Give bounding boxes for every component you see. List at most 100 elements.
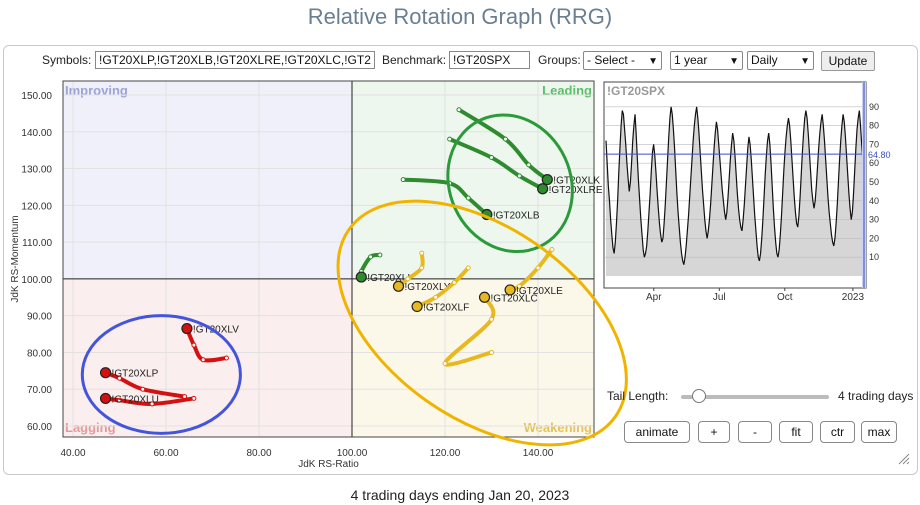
y-tick-label: 100.00	[21, 275, 52, 286]
series-gt20xle[interactable]: !GT20XLE	[504, 246, 563, 297]
series-gt20xlu[interactable]: !GT20XLU	[99, 392, 197, 407]
period-select[interactable]: 1 year ▼	[670, 51, 743, 70]
tail-point-gt20xlp	[117, 375, 122, 381]
benchmark-x-tick-label: Oct	[777, 292, 793, 303]
tail-point-gt20xlk	[526, 162, 532, 168]
zoom-out-button[interactable]: -	[738, 421, 772, 443]
fit-button[interactable]: fit	[779, 421, 813, 443]
series-gt20xly[interactable]: !GT20XLY	[392, 250, 451, 293]
ellipse-annotation-blue	[80, 314, 242, 435]
series-label-gt20xlv: !GT20XLV	[193, 325, 239, 336]
x-tick-label: 140.00	[523, 448, 554, 459]
head-point-gt20xlu[interactable]	[99, 392, 112, 405]
series-label-gt20xly: !GT20XLY	[405, 282, 451, 293]
benchmark-input[interactable]: !GT20SPX	[449, 51, 530, 69]
series-gt20xlf[interactable]: !GT20XLF	[411, 265, 471, 314]
series-tail-gt20xlre	[447, 137, 545, 191]
series-gt20xlc[interactable]: !GT20XLC	[442, 291, 538, 367]
series-label-gt20xlu: !GT20XLU	[112, 394, 159, 405]
y-tick-label: 120.00	[21, 201, 52, 212]
tail-point-gt20xly	[419, 265, 425, 271]
tail-point-gt20xlv	[200, 357, 206, 363]
tail-point-gt20xlv	[191, 342, 197, 348]
series-label-gt20xlb: !GT20XLB	[493, 211, 540, 222]
y-tick-label: 80.00	[27, 348, 52, 359]
series-gt20xlre[interactable]: !GT20XLRE	[447, 136, 603, 196]
tail-length-label: Tail Length:	[607, 389, 669, 403]
frequency-select[interactable]: Daily ▼	[747, 51, 814, 70]
x-axis-label: JdK RS-Ratio	[298, 459, 359, 470]
series-label-gt20xlf: !GT20XLF	[423, 302, 469, 313]
head-point-gt20xli[interactable]	[355, 271, 367, 283]
series-tail-gt20xlp	[103, 370, 187, 399]
x-tick-label: 40.00	[60, 448, 85, 459]
tail-point-gt20xlre	[447, 136, 453, 142]
head-point-gt20xle[interactable]	[504, 284, 516, 296]
tail-point-gt20xlk	[456, 107, 462, 113]
tail-point-gt20xli	[377, 252, 383, 258]
tail-length-slider-track[interactable]	[681, 395, 829, 399]
symbols-input[interactable]: !GT20XLP,!GT20XLB,!GT20XLRE,!GT20XLC,!GT…	[95, 51, 375, 69]
head-point-gt20xlp[interactable]	[99, 367, 112, 379]
chevron-down-icon: ▼	[729, 56, 739, 67]
frequency-select-value: Daily	[751, 53, 778, 67]
head-point-gt20xlc[interactable]	[478, 291, 491, 303]
tail-point-gt20xlre	[516, 173, 522, 179]
series-label-gt20xle: !GT20XLE	[516, 286, 563, 297]
head-point-gt20xlre[interactable]	[537, 183, 549, 195]
benchmark-y-tick-label: 20	[869, 233, 879, 243]
tail-point-gt20xlp	[140, 386, 146, 392]
x-tick-label: 80.00	[246, 448, 271, 459]
benchmark-y-tick-label: 90	[869, 102, 879, 112]
series-gt20xlv[interactable]: !GT20XLV	[181, 322, 239, 363]
quadrant-improving	[63, 81, 352, 279]
quadrant-lagging-label: Lagging	[65, 420, 116, 435]
period-select-value: 1 year	[674, 53, 708, 67]
symbols-label: Symbols:	[42, 53, 92, 67]
head-point-gt20xlf[interactable]	[411, 300, 423, 313]
resize-grip-icon[interactable]	[898, 453, 910, 465]
chevron-down-icon: ▼	[800, 56, 810, 67]
series-tail-gt20xlc	[442, 295, 496, 367]
series-label-gt20xlc: !GT20XLC	[491, 293, 538, 304]
y-tick-label: 130.00	[21, 165, 52, 176]
y-tick-label: 60.00	[27, 422, 52, 433]
series-label-gt20xlp: !GT20XLP	[112, 369, 159, 380]
benchmark-y-tick-label: 50	[869, 177, 879, 187]
quadrant-improving-label: Improving	[65, 83, 128, 98]
benchmark-y-tick-label: 80	[869, 121, 879, 131]
ellipse-annotation-yellow	[336, 199, 628, 447]
max-button[interactable]: max	[861, 421, 897, 443]
tail-point-gt20xlk	[502, 136, 508, 142]
center-button[interactable]: ctr	[820, 421, 855, 443]
update-button[interactable]: Update	[821, 51, 875, 71]
benchmark-x-tick-label: Apr	[646, 292, 662, 303]
head-point-gt20xlk[interactable]	[541, 173, 553, 186]
zoom-in-button[interactable]: +	[698, 421, 730, 443]
series-gt20xlk[interactable]: !GT20XLK	[456, 107, 600, 187]
tail-point-gt20xle	[535, 265, 541, 271]
animate-button[interactable]: animate	[624, 421, 690, 443]
tail-point-gt20xlc	[489, 316, 494, 322]
y-tick-label: 90.00	[27, 312, 52, 323]
series-gt20xlp[interactable]: !GT20XLP	[99, 367, 188, 400]
quadrant-weakening-label: Weakening	[524, 420, 592, 435]
x-tick-label: 60.00	[153, 448, 178, 459]
tail-point-gt20xlu	[149, 401, 155, 407]
tail-point-gt20xle	[549, 246, 555, 252]
page-title: Relative Rotation Graph (RRG)	[307, 4, 613, 29]
groups-select-value: - Select -	[587, 53, 636, 67]
series-label-gt20xlre: !GT20XLRE	[549, 185, 603, 196]
benchmark-y-tick-label: 60	[869, 158, 879, 168]
benchmark-chart-title: !GT20SPX	[607, 84, 665, 98]
head-point-gt20xlv[interactable]	[181, 322, 193, 335]
benchmark-label: Benchmark:	[382, 53, 447, 67]
tail-length-slider-handle[interactable]	[691, 389, 706, 403]
tail-point-gt20xly	[405, 276, 411, 282]
y-tick-label: 70.00	[27, 385, 52, 396]
head-point-gt20xly[interactable]	[392, 280, 405, 292]
series-gt20xli[interactable]: !GT20XLI	[355, 252, 410, 284]
y-tick-label: 140.00	[21, 128, 52, 139]
groups-select[interactable]: - Select - ▼	[583, 51, 662, 70]
